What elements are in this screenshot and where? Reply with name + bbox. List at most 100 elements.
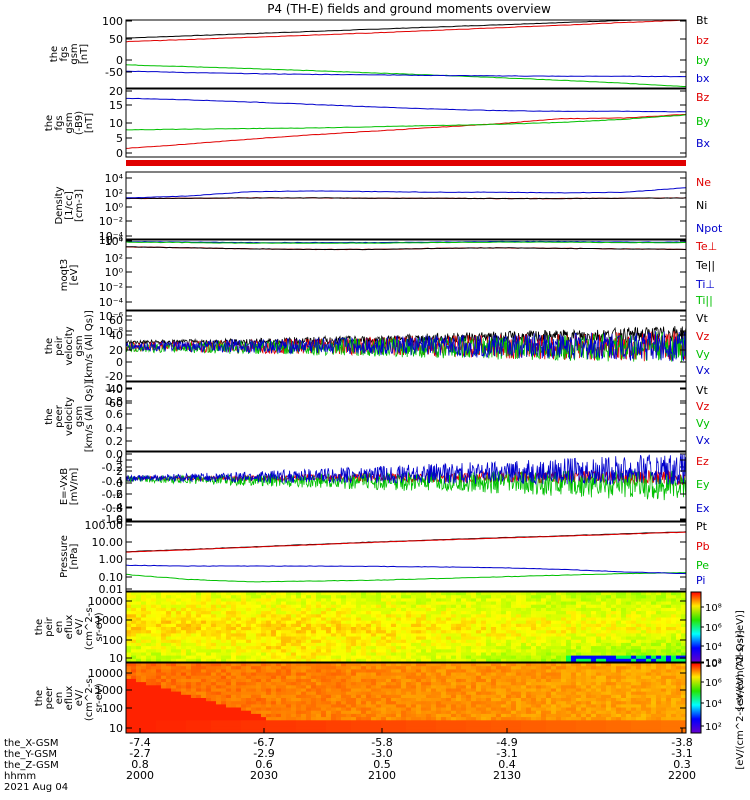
panel-plot-area — [126, 663, 686, 733]
series-line-Bz — [126, 114, 686, 149]
series-line-Pb — [126, 531, 686, 553]
y-tick-label: 0.0 — [106, 448, 124, 461]
series-line-Bx — [126, 97, 686, 113]
series-line-Ti|| — [126, 241, 686, 244]
y-axis-label: velocity — [64, 326, 75, 365]
x-tick-ygsm: -2.7 — [129, 747, 150, 760]
y-tick-label: 0.2 — [106, 435, 124, 448]
x-axis-row-label: hhmm — [4, 771, 36, 782]
y-tick-label: 0.6 — [106, 408, 124, 421]
panel-plot-area — [126, 592, 686, 662]
y-axis-label: gsm — [69, 43, 80, 64]
y-tick-label: 10.00 — [92, 536, 124, 549]
legend-Ez: Ez — [696, 455, 709, 468]
x-tick-hhmm: 2130 — [493, 769, 521, 782]
y-axis-label: peir — [44, 616, 55, 636]
y-tick-label: 10⁻² — [99, 281, 123, 294]
y-tick-label: 100 — [102, 15, 123, 28]
y-tick-label: 60 — [109, 314, 123, 327]
legend-Te||: Te|| — [695, 259, 715, 272]
y-axis-label: en — [54, 621, 65, 634]
y-tick-label: 100 — [102, 634, 123, 647]
y-axis-label: [km/s (All Qs)] — [84, 310, 95, 382]
series-line-Ex — [126, 454, 686, 486]
y-axis-label: peer — [54, 404, 65, 428]
y-axis-label: eV/ — [74, 618, 85, 635]
figure-title: P4 (TH-E) fields and ground moments over… — [267, 2, 551, 16]
y-axis-label: the — [34, 690, 45, 706]
y-axis-label: fgs — [54, 115, 65, 130]
y-tick-label: 2 — [116, 465, 123, 478]
legend-Npot: Npot — [696, 222, 723, 235]
y-tick-label: 10⁻⁸ — [99, 325, 124, 338]
legend-Vt: Vt — [696, 384, 709, 397]
y-axis-label: velocity — [64, 397, 75, 436]
y-axis-label: en — [54, 692, 65, 705]
legend-Bt: Bt — [696, 14, 709, 27]
y-axis-label: Pressure — [59, 535, 70, 578]
legend-by: by — [696, 54, 710, 67]
y-axis-label: [km/s (All Qs)] — [84, 381, 95, 453]
colorbar — [690, 591, 702, 663]
y-tick-label: -0.4 — [102, 475, 123, 488]
y-tick-label: 10⁴ — [105, 172, 124, 185]
colorbar-tick-label: 10² — [705, 658, 722, 669]
legend-Vz: Vz — [696, 330, 710, 343]
y-axis-label: [nT] — [79, 44, 90, 64]
y-tick-label: 0.8 — [106, 395, 124, 408]
y-axis-label: (cm^2-s- — [84, 603, 95, 650]
legend-Ti⊥: Ti⊥ — [695, 278, 715, 291]
y-axis-label: [1/cc] — [64, 191, 75, 220]
panel-6: Vt Vz Vy Vx 1.00.80.60.40.20.0-0.2-0.4-0.6-0… — [44, 381, 711, 526]
y-axis-label: [mV/m] — [69, 468, 80, 506]
y-tick-label: 10⁻⁴ — [99, 296, 124, 309]
legend-Vx: Vx — [696, 364, 711, 377]
y-tick-label: 0 — [116, 54, 123, 67]
y-axis-label: [eV] — [69, 265, 80, 286]
series-line-Ni — [126, 197, 686, 200]
panel-plot-area — [126, 326, 686, 362]
y-axis-label: [nT] — [84, 113, 95, 133]
y-tick-label: 10² — [105, 187, 123, 200]
legend-Vz: Vz — [696, 400, 710, 413]
y-tick-label: 4 — [116, 454, 123, 467]
panel-7: Ez Ey Ex 420-2-4-6 E=-VxB [mV/m] — [59, 451, 710, 527]
y-tick-label: 10⁻⁴ — [99, 230, 124, 243]
legend-Te⊥: Te⊥ — [695, 240, 717, 253]
y-tick-label: 10 — [109, 117, 123, 130]
x-tick-xgsm: -5.8 — [371, 736, 392, 749]
y-axis-label: [nPa] — [69, 543, 80, 569]
y-tick-label: -40 — [105, 383, 123, 396]
colorbar — [690, 662, 702, 734]
y-axis-label: gsm — [74, 335, 85, 356]
y-tick-label: 1000 — [95, 614, 123, 627]
y-tick-label: 5 — [116, 132, 123, 145]
series-line-Bt — [126, 20, 649, 39]
panel-frame — [125, 381, 687, 452]
y-tick-label: 0 — [116, 477, 123, 490]
x-tick-ygsm: -2.9 — [253, 747, 274, 760]
series-line-Te|| — [126, 246, 686, 251]
panel-frame — [125, 521, 687, 592]
legend-Vx: Vx — [696, 434, 711, 447]
series-line-bz — [126, 20, 686, 43]
y-axis-label: eflux — [64, 615, 75, 640]
y-axis-label: gsm — [64, 112, 75, 133]
panel-9: 10⁸ 10⁶ 10⁴ 10² [eV/(cm^2-s-sr-eV) (All Qs)]… — [34, 591, 746, 770]
y-axis-label: the — [44, 115, 55, 131]
panel-frame — [125, 310, 687, 382]
y-axis-label: [cm-3] — [74, 189, 85, 222]
y-axis-label: gsm — [74, 406, 85, 427]
x-tick-xgsm: -6.7 — [253, 736, 274, 749]
y-tick-label: 0.01 — [99, 583, 124, 596]
panel-5: Vt Vz Vy Vx 60 40 200-20-40-60 the peir velocity g… — [44, 310, 711, 410]
y-tick-label: -4 — [112, 501, 123, 514]
x-axis-row-label: the_Y-GSM — [4, 749, 57, 760]
x-tick-ygsm: -3.0 — [371, 747, 392, 760]
x-axis-row-label: 2021 Aug 04 — [4, 782, 68, 793]
legend-Vt: Vt — [696, 312, 709, 325]
panel-plot-area — [126, 531, 686, 583]
y-axis-label: (cm^2-s- — [84, 674, 95, 721]
legend-Pb: Pb — [696, 540, 710, 553]
